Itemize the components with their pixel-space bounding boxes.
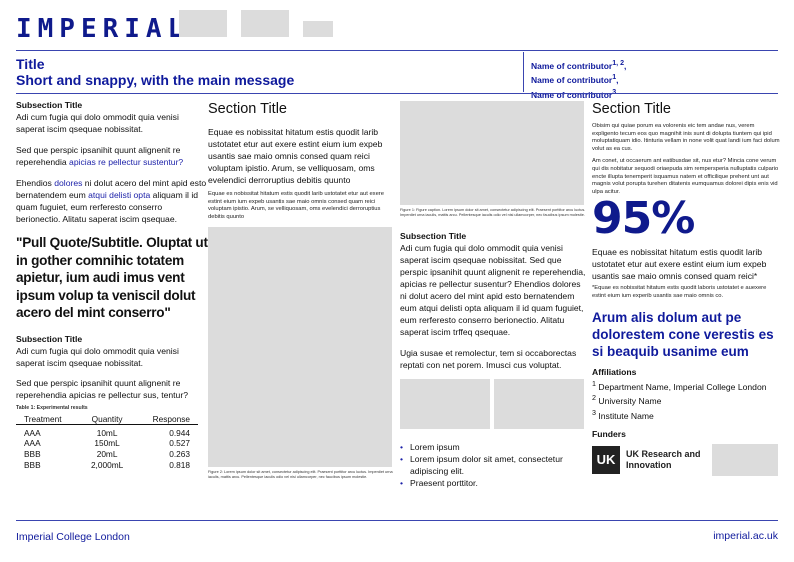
funder-name: UK Research and Innovation [626, 449, 701, 471]
funders-title: Funders [592, 429, 626, 440]
paragraph: Equae es nobissitat hitatum estis quodit… [592, 247, 767, 282]
key-statistic: 95% [592, 193, 695, 245]
image-row [400, 379, 586, 430]
footer-website-link[interactable]: imperial.ac.uk [713, 530, 778, 542]
subsection-title: Subsection Title [400, 231, 467, 242]
paragraph: Obisim qui quiae porum ea volorenis eic … [592, 123, 780, 152]
link[interactable]: atqui delisti opta [88, 190, 151, 200]
list-item: Lorem ipsum dolor sit amet, consectetur … [400, 453, 580, 477]
logo-placeholder-2 [241, 10, 289, 37]
subsection-title: Subsection Title [16, 100, 83, 110]
paragraph: Am conet, ut occaerum ant eatibusdae sit… [592, 158, 779, 195]
ukri-logo-icon: UK [592, 446, 620, 475]
paragraph: Equae es nobissitat hitatum estis quodit… [208, 127, 383, 185]
table-row: AAA 10mL 0.944 [24, 427, 190, 438]
contributor: Name of contributor1, 2, [531, 59, 627, 71]
column-4: Section Title Obisim qui quiae porum ea … [592, 100, 780, 477]
header-rule [16, 50, 778, 51]
affiliation: 3 Institute Name [592, 409, 654, 422]
paragraph: Equae es nobissitat hitatum estis quodit… [208, 191, 384, 220]
table-row: BBB 2,000mL 0.818 [24, 460, 190, 471]
list-item: Praesent porttitor. [400, 477, 580, 489]
column-1: Subsection Title Adi cum fugia qui dolo … [16, 100, 208, 471]
image-placeholder [400, 379, 490, 430]
section-title: Section Title [592, 101, 671, 117]
column-2: Section Title Equae es nobissitat hitatu… [208, 100, 393, 480]
figure-1-caption: Figure 1: Figure caption. Lorem ipsum do… [400, 208, 586, 217]
column-3: Figure 1: Figure caption. Lorem ipsum do… [400, 101, 586, 489]
bullet-list: Lorem ipsum Lorem ipsum dolor sit amet, … [400, 441, 580, 489]
contributor: Name of contributor1, [531, 73, 619, 86]
logo-placeholder-1 [179, 10, 227, 37]
affiliation: 2 University Name [592, 394, 662, 407]
paragraph: Adi cum fugia qui dolo ommodit quia veni… [16, 345, 179, 368]
affiliations-title: Affiliations [592, 366, 637, 377]
results-table: Treatment Quantity Response AAA 10mL 0.944 A… [16, 413, 198, 471]
table-row: AAA 150mL 0.527 [24, 438, 190, 449]
contributors-divider [523, 52, 524, 92]
table-caption: Table 1: Experimental results [16, 404, 88, 411]
paragraph: Ugia susae et remolectur, tem si occabor… [400, 348, 577, 371]
table-row: BBB 20mL 0.263 [24, 449, 190, 460]
footnote: *Equae es nobissitat hitatum estis quodi… [592, 285, 767, 299]
subsection-title: Subsection Title [16, 333, 83, 344]
funder-logo-placeholder [712, 444, 778, 477]
figure-2-placeholder [208, 227, 392, 468]
title-rule [16, 93, 778, 94]
pull-quote: "Pull Quote/Subtitle. Oluptat ut in goth… [16, 235, 208, 321]
paragraph: Sed que perspic ipsanihit quunt aligneni… [16, 145, 184, 167]
link[interactable]: dolores [54, 178, 83, 188]
paragraph: Adi cum fugia qui dolo ommodit quia veni… [400, 243, 586, 338]
logo-placeholder-3 [303, 21, 333, 37]
poster-subtitle: Short and snappy, with the main message [16, 72, 295, 88]
list-item: Lorem ipsum [400, 441, 580, 453]
table-header-row: Treatment Quantity Response [16, 413, 198, 425]
section-title: Section Title [208, 101, 287, 117]
highlight-text: Arum alis dolum aut pe dolorestem cone v… [592, 309, 774, 359]
footer-rule [16, 520, 778, 521]
image-placeholder [494, 379, 584, 430]
figure-1-placeholder [400, 101, 584, 205]
paragraph: Adi cum fugia qui dolo ommodit quia veni… [16, 112, 179, 134]
figure-2-caption: Figure 2: Lorem ipsum dolor sit amet, co… [208, 470, 393, 479]
imperial-logo: IMPERIAL [16, 14, 190, 44]
poster-title-block: Title Short and snappy, with the main me… [16, 56, 294, 88]
paragraph: Sed que perspic ipsanihit quunt aligneni… [16, 377, 188, 400]
footer-institution: Imperial College London [16, 531, 130, 543]
funders-row: UK UK Research and Innovation [592, 444, 780, 477]
link[interactable]: apicias re pellectur sustentur? [69, 157, 184, 167]
poster-title: Title [16, 56, 45, 72]
affiliation: 1 Department Name, Imperial College Lond… [592, 379, 767, 392]
contributor: Name of contributor3 [531, 87, 617, 100]
contributors: Name of contributor1, 2, Name of contrib… [531, 58, 626, 101]
paragraph: Ehendios dolores ni dolut acero del mint… [16, 178, 207, 224]
